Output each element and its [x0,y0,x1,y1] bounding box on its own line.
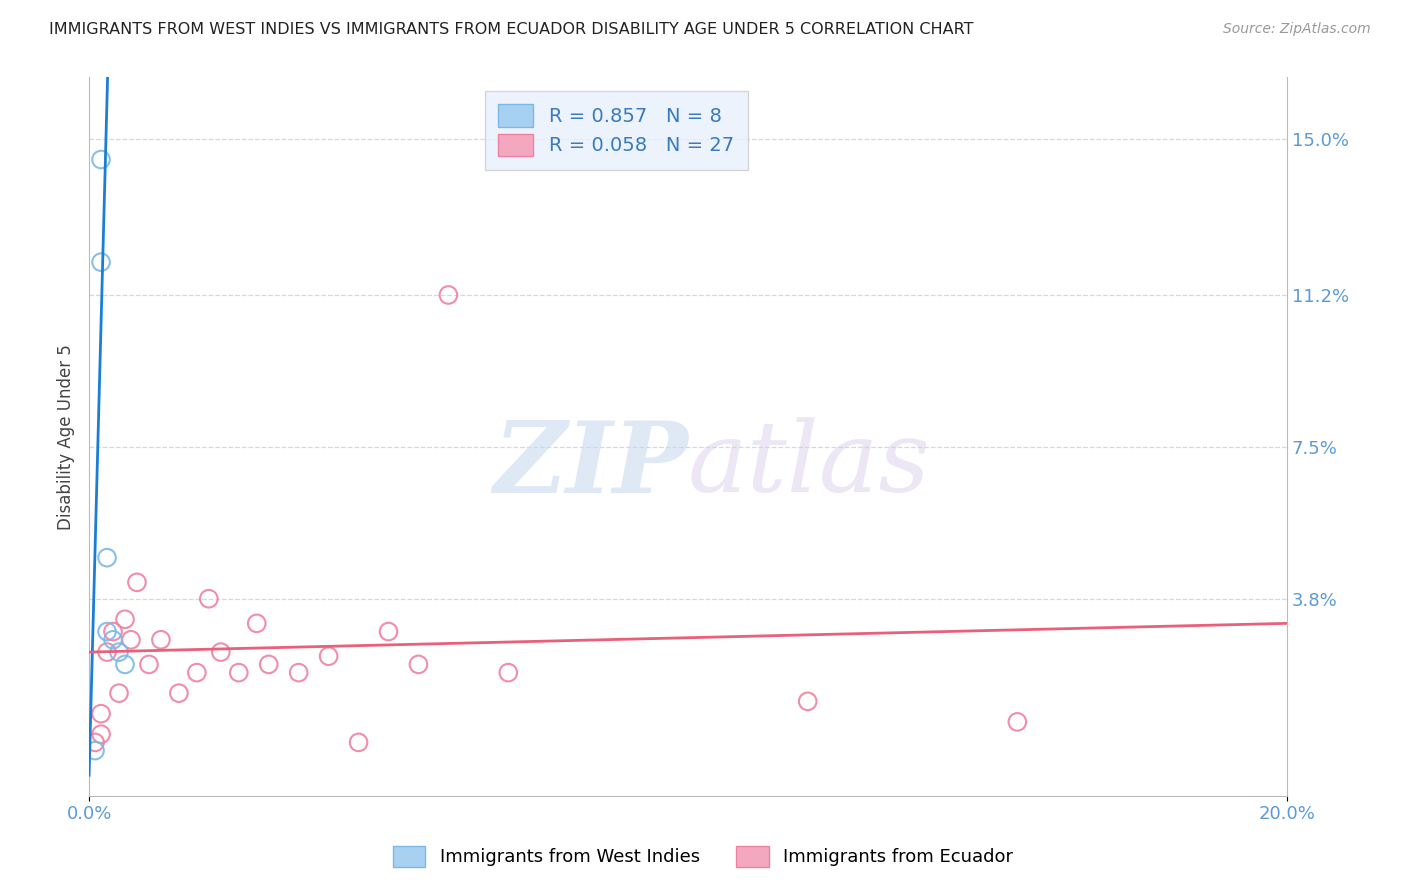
Point [84,743,107,757]
Point [287,665,309,680]
Point [167,686,190,700]
Text: IMMIGRANTS FROM WEST INDIES VS IMMIGRANTS FROM ECUADOR DISABILITY AGE UNDER 5 CO: IMMIGRANTS FROM WEST INDIES VS IMMIGRANT… [49,22,974,37]
Point [796,694,818,708]
Point [318,649,340,664]
Point [377,624,399,639]
Point [101,624,124,639]
Point [186,665,208,680]
Point [108,686,131,700]
Point [90,727,112,741]
Point [149,632,172,647]
Point [198,591,221,606]
Point [90,255,112,269]
Legend: Immigrants from West Indies, Immigrants from Ecuador: Immigrants from West Indies, Immigrants … [385,838,1021,874]
Point [84,735,107,749]
Text: ZIP: ZIP [494,417,688,514]
Point [228,665,250,680]
Point [96,624,118,639]
Point [90,153,112,167]
Point [408,657,430,672]
Point [257,657,280,672]
Point [1007,714,1029,729]
Text: atlas: atlas [688,417,931,513]
Text: Source: ZipAtlas.com: Source: ZipAtlas.com [1223,22,1371,37]
Point [498,665,520,680]
Point [114,657,136,672]
Point [114,612,136,626]
Point [437,288,460,302]
Point [246,616,269,631]
Point [101,632,124,647]
Point [120,632,142,647]
Y-axis label: Disability Age Under 5: Disability Age Under 5 [58,343,75,530]
Point [125,575,148,590]
Legend: R = 0.857   N = 8, R = 0.058   N = 27: R = 0.857 N = 8, R = 0.058 N = 27 [485,91,748,169]
Point [138,657,160,672]
Point [108,645,131,659]
Point [347,735,370,749]
Point [96,645,118,659]
Point [90,706,112,721]
Point [209,645,232,659]
Point [96,550,118,565]
